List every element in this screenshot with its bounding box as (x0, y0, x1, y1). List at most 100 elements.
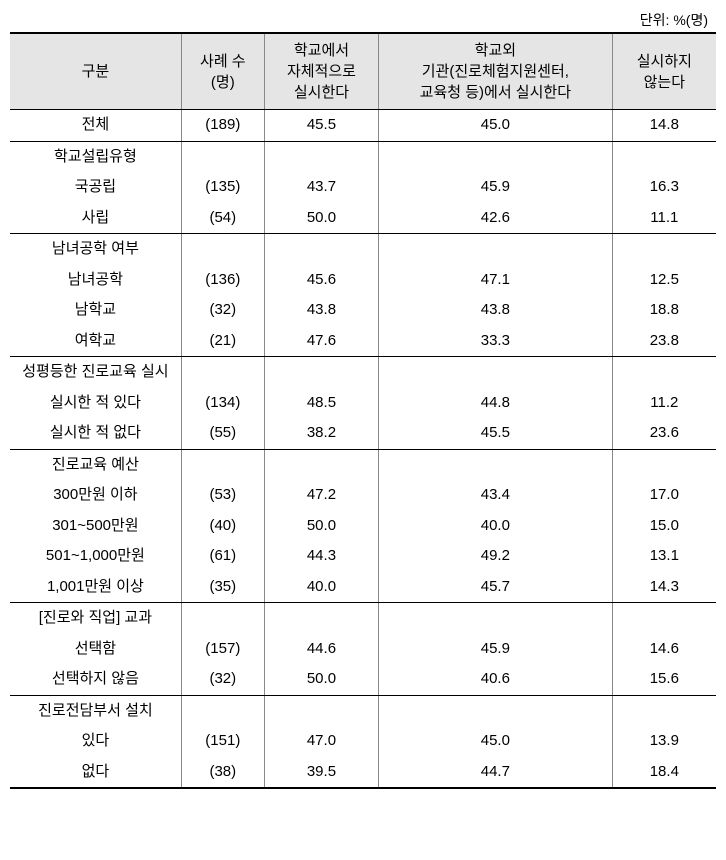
col-header-category: 구분 (10, 33, 181, 110)
table-cell: 47.6 (264, 326, 378, 357)
col-header-count: 사례 수(명) (181, 33, 264, 110)
group-header-row: 진로전담부서 설치 (10, 695, 716, 726)
table-cell (181, 357, 264, 388)
table-cell: 12.5 (612, 265, 716, 296)
table-cell: (55) (181, 418, 264, 449)
table-cell: (40) (181, 511, 264, 542)
table-cell: (134) (181, 388, 264, 419)
table-cell: 전체 (10, 110, 181, 142)
table-cell: 40.0 (264, 572, 378, 603)
table-cell: 45.5 (264, 110, 378, 142)
table-cell: (54) (181, 203, 264, 234)
table-row: 있다(151)47.045.013.9 (10, 726, 716, 757)
table-cell: 47.1 (379, 265, 613, 296)
table-cell: 13.9 (612, 726, 716, 757)
table-cell: 44.8 (379, 388, 613, 419)
table-body: 전체(189)45.545.014.8학교설립유형국공립(135)43.745.… (10, 110, 716, 789)
table-cell: 44.6 (264, 634, 378, 665)
table-cell: 43.7 (264, 172, 378, 203)
table-cell: 23.8 (612, 326, 716, 357)
table-row: 선택함(157)44.645.914.6 (10, 634, 716, 665)
table-row: 선택하지 않음(32)50.040.615.6 (10, 664, 716, 695)
table-cell: 여학교 (10, 326, 181, 357)
table-cell: 사립 (10, 203, 181, 234)
table-cell (612, 357, 716, 388)
table-cell: (61) (181, 541, 264, 572)
table-cell: (53) (181, 480, 264, 511)
table-cell: 43.8 (264, 295, 378, 326)
table-cell (612, 603, 716, 634)
table-cell: 45.0 (379, 726, 613, 757)
table-cell: 있다 (10, 726, 181, 757)
table-cell: (35) (181, 572, 264, 603)
table-row: 국공립(135)43.745.916.3 (10, 172, 716, 203)
table-cell: 14.6 (612, 634, 716, 665)
table-cell: 43.4 (379, 480, 613, 511)
table-row: 실시한 적 없다(55)38.245.523.6 (10, 418, 716, 449)
table-cell: 15.6 (612, 664, 716, 695)
table-cell: 45.6 (264, 265, 378, 296)
table-cell: 45.7 (379, 572, 613, 603)
group-header-row: 성평등한 진로교육 실시 (10, 357, 716, 388)
col-header-none: 실시하지않는다 (612, 33, 716, 110)
table-header-row: 구분 사례 수(명) 학교에서자체적으로실시한다 학교외기관(진로체험지원센터,… (10, 33, 716, 110)
table-cell: 301~500만원 (10, 511, 181, 542)
table-cell (264, 695, 378, 726)
group-header-row: 남녀공학 여부 (10, 234, 716, 265)
table-cell: 18.4 (612, 757, 716, 789)
table-cell (612, 695, 716, 726)
table-cell (379, 695, 613, 726)
table-cell: 진로교육 예산 (10, 449, 181, 480)
table-row: 남학교(32)43.843.818.8 (10, 295, 716, 326)
table-cell: 39.5 (264, 757, 378, 789)
table-cell: 47.2 (264, 480, 378, 511)
table-cell: 45.9 (379, 172, 613, 203)
table-cell: 40.6 (379, 664, 613, 695)
table-cell: 45.5 (379, 418, 613, 449)
table-cell: 14.3 (612, 572, 716, 603)
table-cell: 11.1 (612, 203, 716, 234)
table-cell: 남녀공학 여부 (10, 234, 181, 265)
col-header-internal: 학교에서자체적으로실시한다 (264, 33, 378, 110)
table-cell: (157) (181, 634, 264, 665)
table-cell: 16.3 (612, 172, 716, 203)
table-cell: 50.0 (264, 664, 378, 695)
table-cell: 성평등한 진로교육 실시 (10, 357, 181, 388)
table-cell (612, 234, 716, 265)
table-cell: 23.6 (612, 418, 716, 449)
table-cell: 50.0 (264, 511, 378, 542)
group-header-row: [진로와 직업] 교과 (10, 603, 716, 634)
table-cell: (21) (181, 326, 264, 357)
table-cell: 진로전담부서 설치 (10, 695, 181, 726)
table-cell (264, 234, 378, 265)
table-row: 여학교(21)47.633.323.8 (10, 326, 716, 357)
table-cell: (38) (181, 757, 264, 789)
table-cell (264, 603, 378, 634)
table-cell (181, 234, 264, 265)
group-header-row: 진로교육 예산 (10, 449, 716, 480)
table-row: 실시한 적 있다(134)48.544.811.2 (10, 388, 716, 419)
data-table: 구분 사례 수(명) 학교에서자체적으로실시한다 학교외기관(진로체험지원센터,… (10, 32, 716, 789)
table-cell (264, 141, 378, 172)
unit-label: 단위: %(명) (10, 10, 716, 30)
table-cell: 선택하지 않음 (10, 664, 181, 695)
table-cell: (151) (181, 726, 264, 757)
table-cell: 45.0 (379, 110, 613, 142)
table-cell: 없다 (10, 757, 181, 789)
table-cell: (32) (181, 664, 264, 695)
table-row: 1,001만원 이상(35)40.045.714.3 (10, 572, 716, 603)
table-cell (379, 357, 613, 388)
table-cell: 실시한 적 없다 (10, 418, 181, 449)
col-header-external: 학교외기관(진로체험지원센터,교육청 등)에서 실시한다 (379, 33, 613, 110)
total-row: 전체(189)45.545.014.8 (10, 110, 716, 142)
table-cell: 17.0 (612, 480, 716, 511)
table-row: 없다(38)39.544.718.4 (10, 757, 716, 789)
table-cell: 49.2 (379, 541, 613, 572)
table-cell: 501~1,000만원 (10, 541, 181, 572)
table-cell: 42.6 (379, 203, 613, 234)
table-cell: 11.2 (612, 388, 716, 419)
table-cell: 13.1 (612, 541, 716, 572)
table-row: 301~500만원(40)50.040.015.0 (10, 511, 716, 542)
table-cell: 14.8 (612, 110, 716, 142)
table-cell: 15.0 (612, 511, 716, 542)
